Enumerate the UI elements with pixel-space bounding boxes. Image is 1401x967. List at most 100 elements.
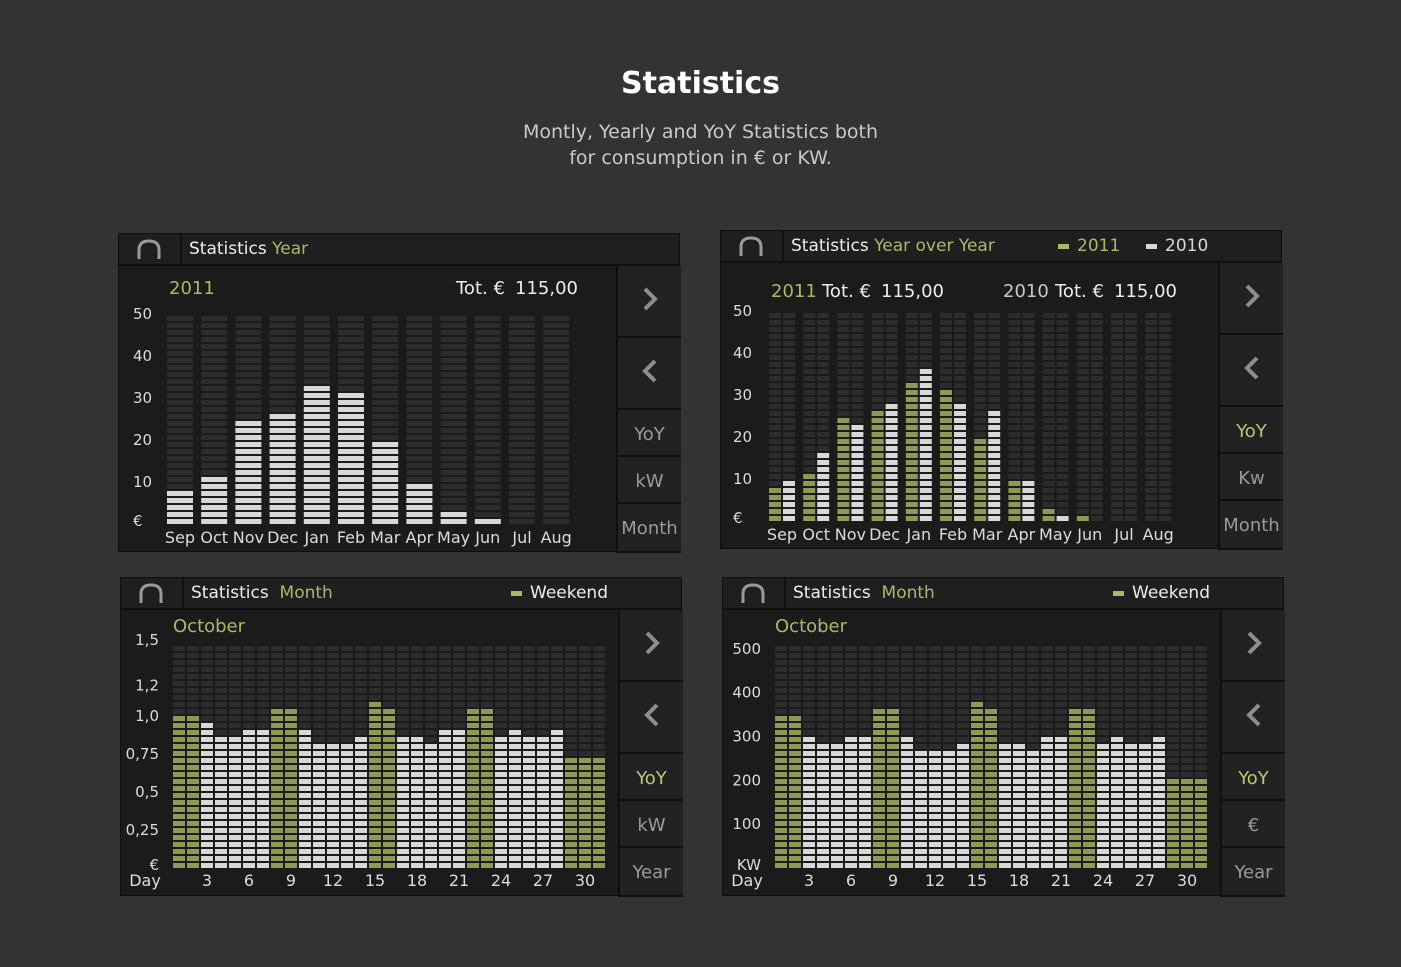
bar-day-22 — [467, 646, 479, 868]
mode-button-kw[interactable]: kW — [616, 457, 681, 504]
next-button[interactable] — [618, 610, 683, 682]
mode-button-year[interactable]: Year — [1220, 848, 1285, 897]
mode-button-[interactable]: € — [1220, 801, 1285, 848]
bar-segment-empty — [299, 681, 311, 686]
bar-segment-filled — [1125, 786, 1137, 791]
bar-segment-empty — [481, 660, 493, 665]
mode-button-yoy[interactable]: YoY — [1218, 407, 1283, 454]
bar-segment-empty — [817, 730, 829, 735]
bar-segment-filled — [985, 807, 997, 812]
bar-segment-filled — [1111, 744, 1123, 749]
bar-segment-filled — [901, 744, 913, 749]
bar-segment-empty — [523, 730, 535, 735]
bar-segment-filled — [303, 435, 330, 440]
bar-segment-empty — [543, 421, 570, 426]
bar-segment-filled — [985, 758, 997, 763]
bar-segment-empty — [1056, 481, 1069, 486]
mode-button-month[interactable]: Month — [616, 504, 681, 553]
bar-2011-sep — [769, 313, 781, 521]
bar-segment-filled — [1013, 779, 1025, 784]
bar-segment-empty — [303, 344, 330, 349]
bar-segment-empty — [201, 393, 228, 398]
bar-segment-filled — [1027, 807, 1039, 812]
mode-button-kw[interactable]: Kw — [1218, 454, 1283, 501]
bar-segment-filled — [999, 814, 1011, 819]
bar-segment-filled — [887, 730, 899, 735]
bar-segment-empty — [579, 688, 591, 693]
bar-segment-empty — [327, 709, 339, 714]
bar-segment-filled — [523, 786, 535, 791]
legend-swatch-2011 — [1058, 244, 1069, 249]
bar-segment-filled — [1027, 786, 1039, 791]
bar-segment-empty — [1181, 723, 1193, 728]
bar-segment-empty — [593, 667, 605, 672]
bar-segment-empty — [1076, 481, 1089, 486]
next-button[interactable] — [616, 266, 681, 338]
bar-segment-filled — [299, 730, 311, 735]
bar-segment-filled — [201, 793, 213, 798]
bar-segment-filled — [565, 821, 577, 826]
bar-segment-empty — [229, 646, 241, 651]
bar-segment-empty — [1111, 334, 1123, 339]
panel-titlebar: Statistics Year over Year 2011 2010 — [721, 231, 1281, 263]
bar-segment-empty — [1008, 341, 1021, 346]
mode-button-month[interactable]: Month — [1218, 501, 1283, 550]
panel-statistics-year: Statistics Year 2011 Tot. € 115,00 50 40 3… — [118, 233, 681, 553]
prev-button[interactable] — [618, 682, 683, 754]
bar-segment-empty — [1042, 425, 1055, 430]
bar-segment-filled — [397, 849, 409, 854]
home-button[interactable] — [119, 234, 182, 264]
bar-segment-filled — [439, 786, 451, 791]
home-button[interactable] — [723, 578, 786, 608]
next-button[interactable] — [1220, 610, 1285, 682]
bar-segment-filled — [187, 758, 199, 763]
bar-segment-filled — [919, 516, 932, 521]
bar-segment-filled — [271, 737, 283, 742]
bar-segment-filled — [1167, 856, 1179, 861]
bar-segment-empty — [187, 709, 199, 714]
mode-button-yoy[interactable]: YoY — [618, 754, 683, 801]
bar-segment-empty — [369, 688, 381, 693]
mode-button-yoy[interactable]: YoY — [616, 410, 681, 457]
bar-segment-filled — [383, 828, 395, 833]
bar-segment-filled — [327, 779, 339, 784]
bar-segment-empty — [481, 695, 493, 700]
bar-segment-filled — [1111, 765, 1123, 770]
bar-segment-filled — [243, 758, 255, 763]
bar-segment-filled — [901, 793, 913, 798]
home-button[interactable] — [721, 231, 784, 261]
bar-segment-filled — [411, 758, 423, 763]
bar-segment-empty — [1195, 709, 1207, 714]
bar-segment-empty — [565, 653, 577, 658]
bar-segment-filled — [1041, 758, 1053, 763]
home-button[interactable] — [121, 578, 184, 608]
bar-segment-empty — [1145, 348, 1158, 353]
bar-segment-filled — [579, 856, 591, 861]
mode-button-yoy[interactable]: YoY — [1220, 754, 1285, 801]
bar-segment-empty — [474, 365, 501, 370]
bar-segment-empty — [1055, 646, 1067, 651]
bar-segment-empty — [803, 376, 816, 381]
prev-button[interactable] — [616, 338, 681, 410]
prev-button[interactable] — [1220, 682, 1285, 754]
mode-button-kw[interactable]: kW — [618, 801, 683, 848]
bar-segment-empty — [1008, 348, 1021, 353]
bar-segment-filled — [565, 772, 577, 777]
prev-button[interactable] — [1218, 335, 1283, 407]
bar-segment-filled — [1139, 821, 1151, 826]
bar-segment-empty — [999, 681, 1011, 686]
next-button[interactable] — [1218, 263, 1283, 335]
bar-segment-empty — [406, 400, 433, 405]
bar-segment-empty — [1167, 737, 1179, 742]
bar-segment-empty — [481, 674, 493, 679]
bar-segment-filled — [425, 772, 437, 777]
bar-segment-filled — [851, 425, 864, 430]
bar-segment-filled — [411, 814, 423, 819]
bar-segment-empty — [1145, 404, 1158, 409]
bar-segment-filled — [954, 446, 966, 451]
mode-button-year[interactable]: Year — [618, 848, 683, 897]
bar-segment-filled — [988, 495, 1001, 500]
bar-segment-filled — [919, 432, 932, 437]
bar-segment-empty — [1159, 362, 1172, 367]
bar-segment-filled — [985, 709, 997, 714]
